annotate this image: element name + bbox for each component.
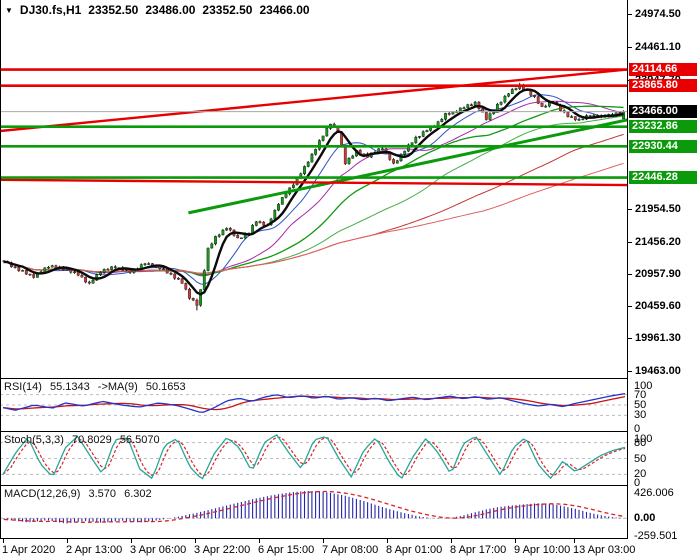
time-axis-label: 7 Apr 08:00 <box>322 544 379 556</box>
price-axis-tick-label: 19961.30 <box>635 332 681 344</box>
price-axis-tick-label: 24974.50 <box>635 8 681 20</box>
time-axis-tick <box>3 539 4 543</box>
macd-axis-label: 0.00 <box>634 512 656 524</box>
price-tag-22446.28[interactable]: 22446.28 <box>629 171 697 184</box>
panel-separator <box>0 485 628 486</box>
rsi-axis-label: 100 <box>634 380 653 392</box>
symbol-dropdown-icon[interactable]: ▼ <box>5 5 13 15</box>
price-tag-24114.66[interactable]: 24114.66 <box>629 63 697 76</box>
price-axis-border <box>627 0 628 539</box>
stoch-axis-label: 20 <box>634 468 647 480</box>
price-tag-22930.44[interactable]: 22930.44 <box>629 140 697 153</box>
macd-panel-canvas[interactable] <box>0 486 628 538</box>
price-axis-tick-label: 24461.10 <box>635 41 681 53</box>
ohlc-open: 23352.50 <box>88 3 139 17</box>
time-axis[interactable]: 1 Apr 2020 2 Apr 13:00 3 Apr 06:00 3 Apr 22… <box>0 539 700 560</box>
time-axis-label: 1 Apr 2020 <box>2 544 56 556</box>
rsi-axis-label: 50 <box>634 399 647 411</box>
stoch-axis-label: 50 <box>634 453 647 465</box>
rsi-axis-label: 70 <box>634 389 647 401</box>
stoch-k-value: 70.8029 <box>71 434 112 446</box>
time-axis-tick <box>387 539 388 543</box>
price-tag-23466.00[interactable]: 23466.00 <box>629 105 697 118</box>
time-axis-tick <box>515 539 516 543</box>
price-tag-23865.80[interactable]: 23865.80 <box>629 79 697 92</box>
main-chart-canvas[interactable] <box>0 0 628 378</box>
rsi-ma-name: ->MA(9) <box>97 381 138 393</box>
panel-separator <box>0 378 628 379</box>
time-axis-label: 9 Apr 10:00 <box>514 544 571 556</box>
price-axis-tick-label: 21456.20 <box>635 236 681 248</box>
price-axis-tick <box>628 338 632 339</box>
time-axis-tick <box>67 539 68 543</box>
time-axis-tick <box>574 539 575 543</box>
time-axis-label: 8 Apr 17:00 <box>450 544 507 556</box>
time-axis-tick <box>259 539 260 543</box>
time-axis-label: 3 Apr 06:00 <box>130 544 187 556</box>
price-axis-tick <box>628 47 632 48</box>
stoch-name: Stoch(5,3,3) <box>4 434 64 446</box>
price-axis: 24974.5024461.1023947.7021954.5021456.20… <box>628 0 700 560</box>
macd-signal-value: 6.302 <box>124 488 152 500</box>
macd-axis-label: 426.006 <box>634 487 674 499</box>
macd-name: MACD(12,26,9) <box>4 488 81 500</box>
rsi-indicator-label: RSI(14) 55.1343 ->MA(9) 50.1653 <box>4 381 191 393</box>
time-axis-tick <box>323 539 324 543</box>
time-axis-label: 3 Apr 22:00 <box>194 544 251 556</box>
macd-axis-label: -259.501 <box>634 530 678 542</box>
macd-indicator-label: MACD(12,26,9) 3.570 6.302 <box>4 488 157 500</box>
price-axis-tick-label: 21954.50 <box>635 203 681 215</box>
price-axis-tick-label: 19463.00 <box>635 365 681 377</box>
time-axis-tick <box>195 539 196 543</box>
time-axis-label: 8 Apr 01:00 <box>386 544 443 556</box>
panel-separator <box>0 538 628 539</box>
rsi-value: 55.1343 <box>49 381 90 393</box>
price-axis-tick <box>628 371 632 372</box>
stoch-axis-label: 100 <box>634 433 653 445</box>
panel-separator <box>0 431 628 432</box>
ohlc-high: 23486.00 <box>145 3 196 17</box>
stoch-d-value: 56.5070 <box>119 434 160 446</box>
stoch-axis-label: 0 <box>634 477 641 489</box>
ohlc-low: 23352.50 <box>202 3 253 17</box>
symbol-timeframe-label: DJ30.fs,H1 <box>19 3 82 17</box>
rsi-panel-canvas[interactable] <box>0 379 628 431</box>
stoch-panel-canvas[interactable] <box>0 432 628 485</box>
time-axis-label: 2 Apr 13:00 <box>66 544 123 556</box>
price-axis-tick <box>628 14 632 15</box>
rsi-ma-value: 50.1653 <box>145 381 186 393</box>
price-tag-23232.86[interactable]: 23232.86 <box>629 120 697 133</box>
price-axis-tick <box>628 242 632 243</box>
price-axis-tick <box>628 306 632 307</box>
chart-left-border <box>0 0 1 539</box>
time-axis-label: 13 Apr 03:00 <box>573 544 636 556</box>
ohlc-close: 23466.00 <box>259 3 310 17</box>
price-axis-tick-label: 20957.90 <box>635 268 681 280</box>
rsi-axis-label: 0 <box>634 423 641 435</box>
time-axis-label: 6 Apr 15:00 <box>258 544 315 556</box>
chart-header: ▼ DJ30.fs,H1 23352.50 23486.00 23352.50 … <box>5 3 317 17</box>
rsi-axis-label: 30 <box>634 409 647 421</box>
stoch-indicator-label: Stoch(5,3,3) 70.8029 56.5070 <box>4 434 165 446</box>
macd-value: 3.570 <box>88 488 117 500</box>
time-axis-tick <box>451 539 452 543</box>
price-axis-tick-label: 20459.60 <box>635 300 681 312</box>
time-axis-tick <box>131 539 132 543</box>
price-axis-tick <box>628 209 632 210</box>
stoch-axis-label: 80 <box>634 437 647 449</box>
price-axis-tick <box>628 274 632 275</box>
rsi-name: RSI(14) <box>4 381 42 393</box>
